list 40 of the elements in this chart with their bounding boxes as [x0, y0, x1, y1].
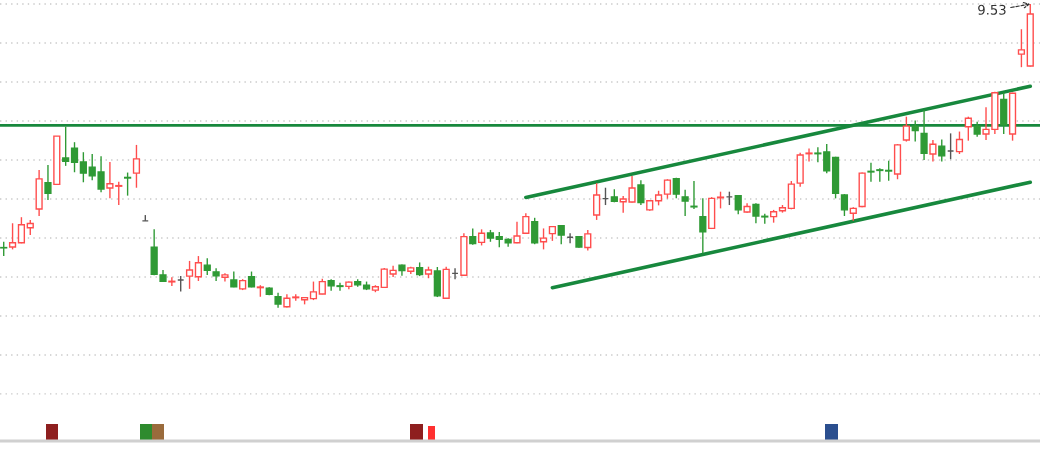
candlestick — [814, 146, 822, 163]
candlestick — [938, 138, 946, 163]
candlestick — [1017, 28, 1026, 68]
candlestick — [531, 217, 539, 245]
candlestick — [955, 130, 964, 155]
candlestick — [123, 171, 132, 197]
candlestick — [663, 178, 672, 200]
candlestick — [132, 144, 141, 189]
candlestick — [44, 164, 52, 201]
candlestick — [168, 276, 176, 287]
candlestick — [734, 194, 742, 215]
candlestick — [194, 255, 203, 282]
candlestick — [911, 119, 919, 143]
candlestick — [681, 189, 689, 217]
candlestick — [539, 227, 548, 251]
candlestick — [584, 229, 592, 252]
candlestick — [221, 272, 229, 283]
candlestick — [929, 139, 937, 163]
candlestick — [185, 260, 194, 290]
candlestick — [867, 162, 875, 183]
candlestick — [70, 141, 79, 173]
candlestick — [17, 216, 26, 245]
candlestick — [823, 143, 831, 174]
candlestick — [876, 167, 884, 183]
candlestick — [920, 109, 928, 161]
candlestick — [593, 182, 601, 221]
candlestick — [885, 160, 893, 182]
candlestick — [690, 180, 698, 210]
candlestick — [840, 193, 849, 217]
candlestick — [309, 280, 318, 301]
candlestick — [8, 222, 17, 251]
candlestick — [62, 125, 70, 167]
candlestick — [902, 115, 910, 143]
candlestick — [699, 197, 707, 255]
candlestick — [79, 151, 87, 183]
candlestick — [522, 212, 530, 235]
candlestick — [557, 224, 565, 245]
annotation: 9.53 — [978, 4, 1006, 15]
candlestick — [637, 179, 645, 206]
candlestick — [805, 147, 813, 163]
